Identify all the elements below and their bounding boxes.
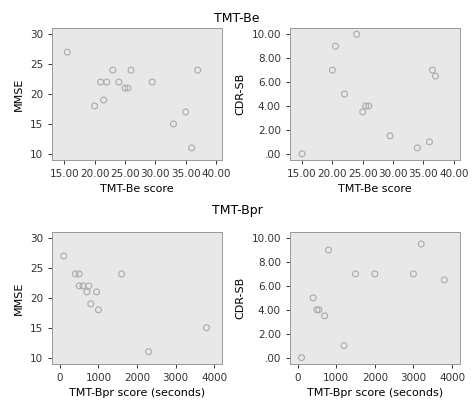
Point	[103, 79, 110, 85]
Point	[145, 348, 153, 355]
Point	[328, 67, 336, 74]
Point	[298, 151, 306, 157]
Point	[340, 343, 348, 349]
Point	[194, 67, 201, 74]
X-axis label: TMT-Bpr score (seconds): TMT-Bpr score (seconds)	[307, 388, 443, 398]
Point	[413, 145, 421, 151]
Point	[64, 49, 71, 55]
Point	[418, 241, 425, 247]
Point	[298, 354, 305, 361]
Y-axis label: MMSE: MMSE	[14, 77, 24, 111]
X-axis label: TMT-Be score: TMT-Be score	[100, 184, 174, 194]
Point	[72, 271, 79, 277]
Point	[321, 313, 328, 319]
Point	[91, 103, 99, 109]
Point	[315, 307, 323, 313]
Point	[79, 283, 87, 289]
Point	[353, 31, 360, 38]
Point	[440, 277, 448, 283]
Point	[75, 283, 83, 289]
Point	[93, 288, 100, 295]
Point	[362, 103, 370, 109]
Point	[83, 288, 91, 295]
Point	[386, 133, 394, 139]
X-axis label: TMT-Be score: TMT-Be score	[338, 184, 411, 194]
Point	[188, 145, 195, 151]
Point	[127, 67, 135, 74]
Y-axis label: CDR-SB: CDR-SB	[236, 277, 246, 319]
Point	[359, 109, 366, 115]
Point	[170, 121, 177, 127]
Point	[124, 85, 132, 91]
Point	[100, 97, 108, 103]
Point	[428, 67, 436, 74]
Point	[95, 307, 102, 313]
Point	[115, 79, 123, 85]
Point	[410, 271, 417, 277]
Point	[85, 283, 92, 289]
Point	[426, 139, 433, 145]
Point	[332, 43, 339, 49]
Point	[341, 91, 348, 97]
Text: TMT-Bpr: TMT-Bpr	[211, 204, 263, 217]
Point	[365, 103, 373, 109]
Y-axis label: MMSE: MMSE	[14, 281, 24, 315]
Point	[97, 79, 104, 85]
Point	[310, 295, 317, 301]
Point	[432, 73, 439, 79]
Point	[352, 271, 359, 277]
Point	[60, 253, 67, 259]
Point	[371, 271, 379, 277]
Point	[313, 307, 321, 313]
Point	[182, 109, 190, 115]
Point	[109, 67, 117, 74]
Point	[148, 79, 156, 85]
Point	[121, 85, 129, 91]
Point	[118, 271, 126, 277]
Point	[325, 247, 332, 253]
Y-axis label: CDR-SB: CDR-SB	[236, 73, 246, 115]
Point	[87, 301, 94, 307]
Point	[75, 271, 83, 277]
Point	[203, 324, 210, 331]
Text: TMT-Be: TMT-Be	[214, 12, 260, 25]
X-axis label: TMT-Bpr score (seconds): TMT-Bpr score (seconds)	[69, 388, 205, 398]
